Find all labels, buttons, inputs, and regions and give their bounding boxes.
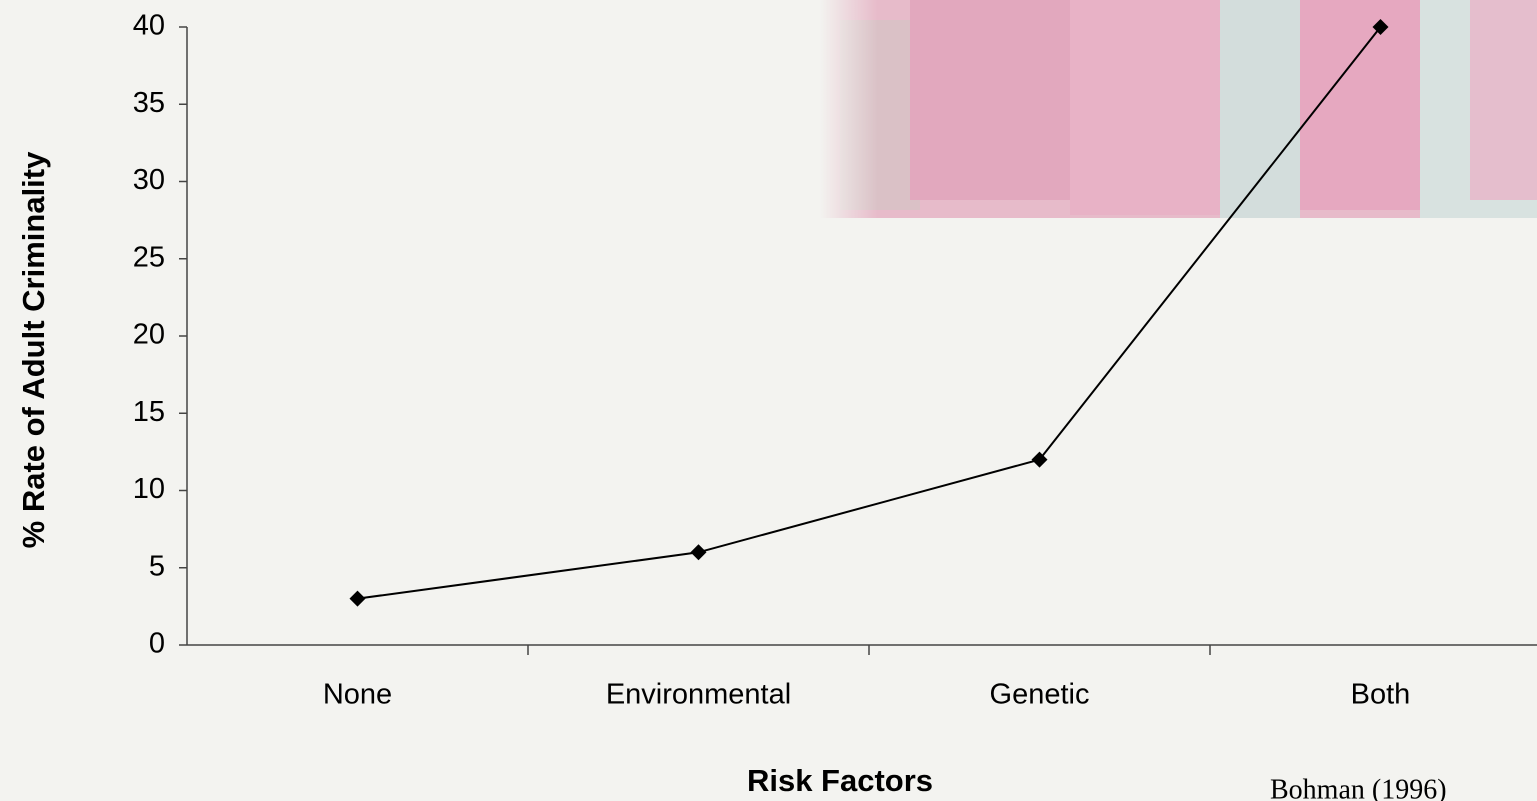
y-tick-label: 10 xyxy=(133,473,165,505)
y-tick-label: 20 xyxy=(133,319,165,351)
y-tick-label: 25 xyxy=(133,241,165,273)
marker xyxy=(691,544,707,560)
marker xyxy=(350,591,366,607)
y-tick-label: 0 xyxy=(149,628,165,660)
y-axis-title: % Rate of Adult Criminality xyxy=(16,151,51,548)
y-tick-label: 35 xyxy=(133,87,165,119)
page: {"chart_data": {"type": "line", "x_label… xyxy=(0,0,1537,801)
y-tick-label: 30 xyxy=(133,164,165,196)
x-tick-label: Genetic xyxy=(990,679,1090,711)
annotation: Bohman (1996) xyxy=(1270,774,1447,801)
x-axis-title: Risk Factors xyxy=(747,763,933,798)
x-tick-label: None xyxy=(323,679,392,711)
x-tick-label: Both xyxy=(1351,679,1411,711)
y-tick-label: 40 xyxy=(133,10,165,42)
y-tick-label: 15 xyxy=(133,396,165,428)
background-photo xyxy=(820,0,1537,218)
y-tick-label: 5 xyxy=(149,550,165,582)
chart: Risk Factors % Rate of Adult Criminality… xyxy=(0,0,1537,801)
x-tick-label: Environmental xyxy=(606,679,791,711)
